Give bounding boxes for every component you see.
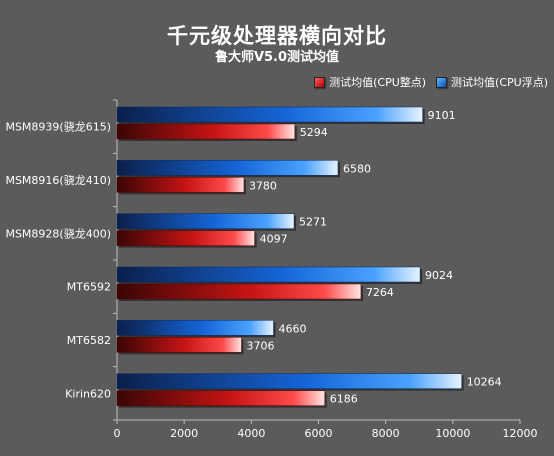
value-label-integer: 6186 (330, 393, 358, 406)
value-label-float: 9101 (428, 109, 456, 122)
bar-float (116, 320, 274, 336)
legend-label-integer: 测试均值(CPU整点) (329, 76, 427, 89)
x-tick-label: 2000 (170, 427, 198, 440)
bar-integer (116, 283, 362, 300)
chart-legend: 测试均值(CPU整点) 测试均值(CPU浮点) (314, 74, 548, 90)
legend-item-float: 测试均值(CPU浮点) (436, 74, 548, 90)
legend-swatch-float (436, 76, 448, 88)
bar-float (116, 160, 339, 176)
value-label-float: 10264 (467, 376, 502, 389)
chart-title: 千元级处理器横向对比 (167, 24, 387, 48)
value-label-float: 9024 (425, 269, 453, 282)
legend-swatch-integer (314, 76, 326, 88)
chart-subtitle: 鲁大师V5.0测试均值 (214, 50, 340, 65)
x-tick-label: 12000 (503, 427, 538, 440)
legend-item-integer: 测试均值(CPU整点) (314, 74, 426, 90)
value-label-integer: 5294 (300, 126, 328, 139)
category-label: MSM8916(骁龙410) (5, 173, 111, 187)
bar-float (116, 373, 462, 389)
value-label-float: 4660 (278, 322, 306, 335)
category-label: MSM8939(骁龙615) (5, 120, 111, 134)
value-label-integer: 4097 (260, 233, 288, 246)
bar-integer (116, 230, 255, 246)
axes: 0 2000 4000 6000 8000 10000 12000 (113, 99, 538, 440)
bar-float (116, 106, 423, 123)
category-label: MT6582 (67, 334, 111, 347)
bars (116, 106, 464, 408)
bar-float (116, 266, 421, 283)
bar-integer (116, 177, 245, 193)
category-label: Kirin620 (65, 387, 111, 400)
category-label: MSM8928(骁龙400) (5, 226, 111, 240)
x-tick-label: 0 (114, 427, 121, 440)
legend-label-float: 测试均值(CPU浮点) (451, 76, 548, 89)
x-tick-label: 6000 (305, 427, 333, 440)
x-tick-label: 4000 (237, 427, 265, 440)
bar-integer (116, 390, 325, 406)
labels: MSM8939(骁龙615) 9101 5294 MSM8916(骁龙410) 6580… (5, 109, 501, 406)
bar-float (116, 213, 295, 229)
value-label-integer: 3780 (249, 179, 277, 192)
x-tick-label: 10000 (435, 427, 470, 440)
bar-integer (116, 337, 242, 353)
bar-integer (116, 123, 296, 140)
category-label: MT6592 (67, 281, 111, 294)
value-label-integer: 7264 (366, 286, 394, 299)
x-tick-label: 8000 (372, 427, 400, 440)
value-label-integer: 3706 (246, 339, 274, 352)
value-label-float: 5271 (299, 216, 327, 229)
value-label-float: 6580 (343, 162, 371, 175)
